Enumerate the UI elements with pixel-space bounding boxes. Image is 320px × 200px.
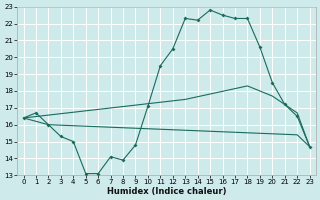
X-axis label: Humidex (Indice chaleur): Humidex (Indice chaleur) [107, 187, 226, 196]
